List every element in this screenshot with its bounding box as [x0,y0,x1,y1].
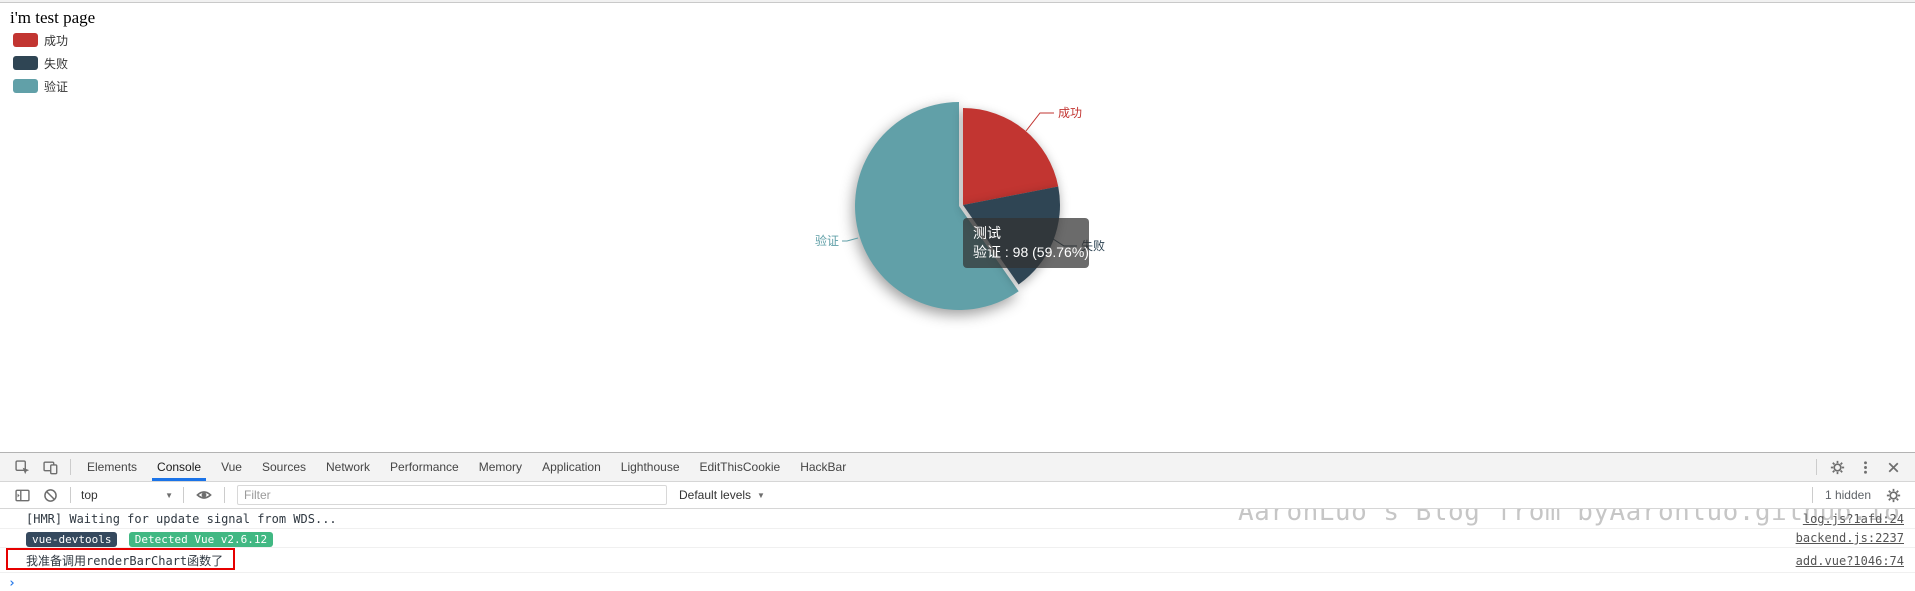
console-toolbar: top ▼ Default levels ▼ 1 hidden [0,482,1915,509]
tab-application[interactable]: Application [542,460,601,474]
pie-label-success: 成功 [1058,106,1082,120]
tab-vue[interactable]: Vue [221,460,242,474]
clear-console-icon[interactable] [41,486,59,504]
execution-context-select[interactable]: top ▼ [77,488,177,502]
separator [70,459,71,475]
tab-memory[interactable]: Memory [478,460,523,474]
chart-legend: 成功 失败 验证 [13,33,68,102]
tab-elements[interactable]: Elements [87,460,138,474]
devtools-panel: Elements Console Vue Sources Network Per… [0,452,1915,591]
separator [70,487,71,503]
devtools-settings-icon[interactable] [1828,458,1846,476]
tab-editthiscookie[interactable]: EditThisCookie [699,460,781,474]
pie-slice-success[interactable] [963,108,1059,205]
device-toolbar-icon[interactable] [41,458,59,476]
devtools-tabbar: Elements Console Vue Sources Network Per… [0,453,1915,482]
devtools-menu-icon[interactable] [1856,458,1874,476]
console-message-text: 我准备调用renderBarChart函数了 [26,554,224,568]
source-link[interactable]: backend.js:2237 [1795,531,1904,545]
tab-performance[interactable]: Performance [390,460,459,474]
log-levels-select[interactable]: Default levels ▼ [679,488,765,502]
live-expression-eye-icon[interactable] [195,486,213,504]
console-prompt[interactable]: › [0,573,1915,591]
console-message-renderbarchart: 我准备调用renderBarChart函数了 add.vue?1046:74 [0,548,1915,573]
console-settings-icon[interactable] [1884,486,1902,504]
inspect-element-icon[interactable] [13,458,31,476]
separator [224,487,225,503]
prompt-chevron-icon: › [8,576,16,591]
console-log-area: AaronLuo's Blog from byAaronluo.github.i… [0,509,1915,591]
label-line-verify [842,237,859,242]
separator [183,487,184,503]
legend-item-verify[interactable]: 验证 [13,79,69,94]
legend-label: 成功 [44,33,69,48]
legend-label: 验证 [44,79,69,94]
vue-detected-badge: Detected Vue v2.6.12 [128,532,274,547]
label-line-success [1025,112,1054,132]
filter-input[interactable] [237,485,667,505]
context-label: top [81,488,98,502]
tab-network[interactable]: Network [326,460,371,474]
hidden-messages-count: 1 hidden [1824,488,1871,502]
vue-devtools-badge: vue-devtools [26,532,118,547]
console-message-text: [HMR] Waiting for update signal from WDS… [26,512,337,526]
tooltip-series-name: 测试 [973,225,1001,241]
source-link[interactable]: log.js?1afd:24 [1802,512,1904,526]
tab-console[interactable]: Console [150,453,208,481]
chart-tooltip: 测试 验证 : 98 (59.76%) [963,218,1089,268]
console-message-hmr: [HMR] Waiting for update signal from WDS… [0,509,1915,529]
console-sidebar-icon[interactable] [13,486,31,504]
separator [1811,487,1813,503]
browser-edge-strip [0,0,1915,3]
tooltip-value: 验证 : 98 (59.76%) [973,244,1089,260]
tab-hackbar[interactable]: HackBar [800,460,847,474]
chevron-down-icon: ▼ [757,490,765,500]
page-title: i'm test page [10,8,96,27]
legend-swatch-fail[interactable] [13,56,38,70]
tab-lighthouse[interactable]: Lighthouse [620,460,680,474]
tab-sources[interactable]: Sources [261,460,306,474]
separator [1816,459,1817,475]
source-link[interactable]: add.vue?1046:74 [1795,554,1904,568]
legend-label: 失败 [44,56,69,71]
legend-item-success[interactable]: 成功 [13,33,69,48]
chevron-down-icon: ▼ [165,490,173,500]
legend-swatch-success[interactable] [13,33,38,47]
devtools-close-icon[interactable] [1884,458,1902,476]
legend-swatch-verify[interactable] [13,79,38,93]
pie-label-verify: 验证 [815,233,839,248]
levels-label: Default levels [679,488,752,502]
legend-item-fail[interactable]: 失败 [13,56,69,71]
console-message-vue-devtools: vue-devtools Detected Vue v2.6.12 backen… [0,529,1915,548]
